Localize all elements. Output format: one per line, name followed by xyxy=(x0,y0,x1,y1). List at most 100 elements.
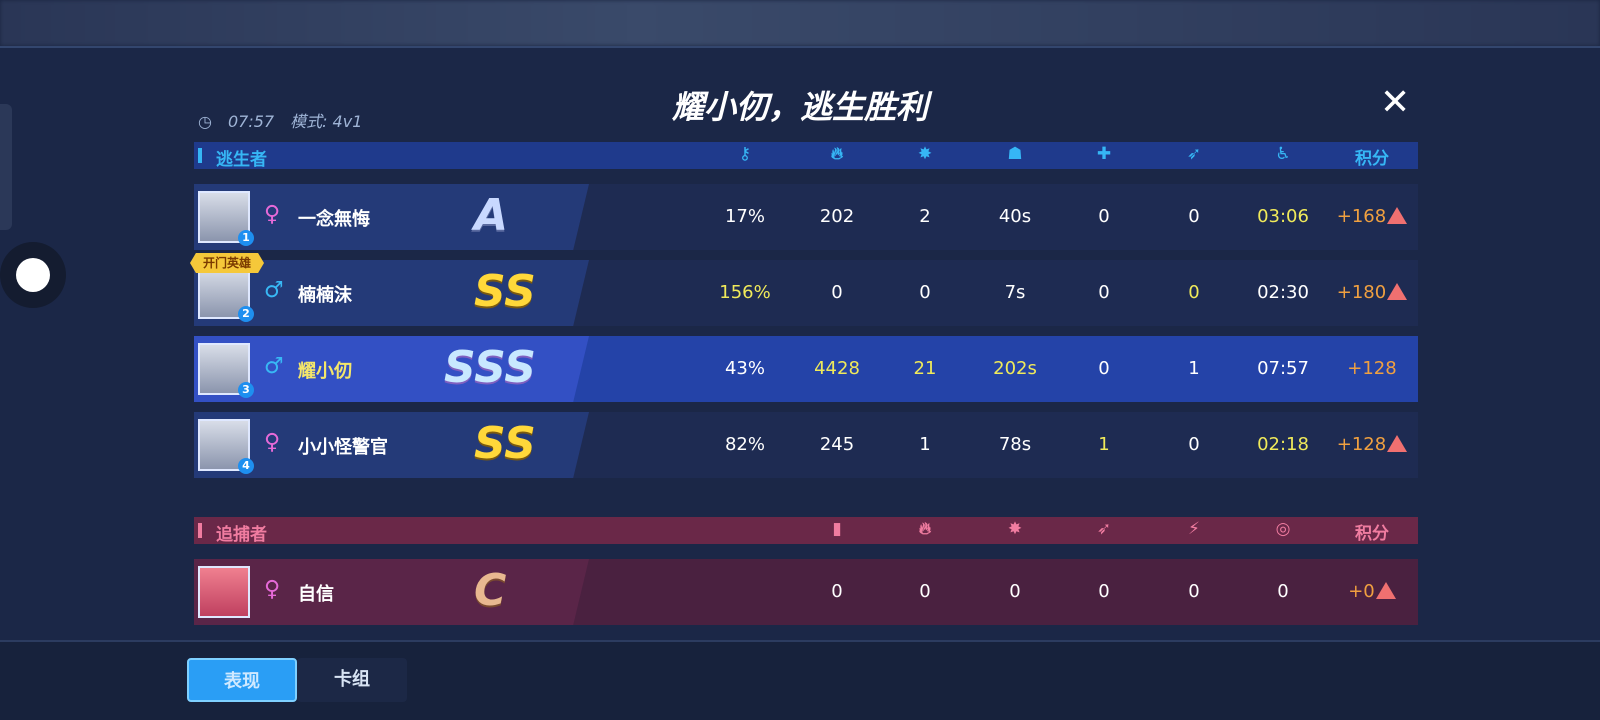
survive-time-icon: ♿︎ xyxy=(1275,144,1291,164)
player-name: 一念無悔 xyxy=(298,209,370,230)
stat-value: 156% xyxy=(719,282,771,303)
player-number: 2 xyxy=(238,306,254,322)
clock-icon: ◷ xyxy=(198,112,212,131)
stat-value: 1 xyxy=(1098,434,1110,455)
hunter-row[interactable]: ♀ 自信 C 0 0 0 0 0 0 +0 xyxy=(194,559,1418,625)
door-icon: ▮ xyxy=(832,519,842,539)
score-value: +128 xyxy=(1327,434,1417,455)
hunters-label: 追捕者 xyxy=(216,525,267,545)
stat-value: 0 xyxy=(1188,282,1200,303)
fire-icon: 🔥︎ xyxy=(830,144,844,164)
tab-performance[interactable]: 表现 xyxy=(187,658,297,702)
hit-icon: ✸ xyxy=(917,144,933,164)
female-icon: ♀ xyxy=(264,577,281,602)
side-handle[interactable] xyxy=(0,104,12,230)
score-value: +180 xyxy=(1327,282,1417,303)
stat-value: 1 xyxy=(1188,358,1200,379)
stat-value: 40s xyxy=(998,206,1032,227)
female-icon: ♀ xyxy=(264,202,281,227)
floating-button[interactable] xyxy=(0,242,66,308)
rank-grade: C xyxy=(474,565,507,616)
avatar[interactable] xyxy=(198,566,250,618)
rank-grade: A xyxy=(474,190,509,241)
player-name: 小小怪警官 xyxy=(298,437,388,458)
male-icon: ♂ xyxy=(264,354,284,379)
stat-value: 0 xyxy=(919,581,931,602)
tab-deck[interactable]: 卡组 xyxy=(297,658,407,702)
hit-icon: ✸ xyxy=(1007,519,1023,539)
close-icon[interactable]: ✕ xyxy=(1380,82,1411,123)
player-name: 耀小仞 xyxy=(298,361,352,382)
match-time: 07:57 xyxy=(227,112,275,131)
stat-value: 0 xyxy=(831,282,843,303)
result-title: 耀小仞，逃生胜利 xyxy=(671,88,928,126)
stat-value: 0 xyxy=(1098,282,1110,303)
rank-grade: SSS xyxy=(444,342,536,393)
stat-value: 82% xyxy=(724,434,765,455)
stat-value: 245 xyxy=(819,434,855,455)
bound-icon: ☗ xyxy=(1007,144,1023,164)
player-number: 3 xyxy=(238,382,254,398)
avatar[interactable] xyxy=(198,419,250,471)
stat-value: 43% xyxy=(724,358,765,379)
player-name: 自信 xyxy=(298,584,334,605)
match-mode: 模式: 4v1 xyxy=(290,112,363,131)
stat-value: 0 xyxy=(1188,434,1200,455)
stat-value: 202s xyxy=(993,358,1037,379)
hunters-header: 追捕者 ▮ 🔥︎ ✸ ➶ ⚡︎ ◎ 积分 xyxy=(194,517,1418,545)
stat-value: 0 xyxy=(1188,581,1200,602)
survivors-label: 逃生者 xyxy=(216,150,267,170)
stat-value: 17% xyxy=(724,206,765,227)
stat-value: 21 xyxy=(913,358,937,379)
survivor-row[interactable]: 3 ♂ 耀小仞 SSS 43% 4428 21 202s 0 1 07:57 +128 xyxy=(194,336,1418,402)
warning-icon[interactable] xyxy=(1387,283,1408,300)
background-top xyxy=(0,0,1600,46)
chase-icon: ➶ xyxy=(1096,519,1112,539)
medkit-icon: ✚ xyxy=(1096,144,1112,164)
key-icon: ⚷ xyxy=(738,144,752,164)
stat-value: 0 xyxy=(1098,358,1110,379)
survivor-row[interactable]: 2 ♂ 楠楠沫 SS 156% 0 0 7s 0 0 02:30 +180 xyxy=(194,260,1418,326)
stat-value: 02:18 xyxy=(1257,434,1309,455)
survivor-row[interactable]: 1 ♀ 一念無悔 A 17% 202 2 40s 0 0 03:06 +168 xyxy=(194,184,1418,250)
target-icon: ◎ xyxy=(1275,519,1291,539)
rank-grade: SS xyxy=(474,418,536,469)
stat-value: 0 xyxy=(1098,581,1110,602)
stat-value: 0 xyxy=(919,282,931,303)
stat-value: 7s xyxy=(1004,282,1026,303)
score-value: +0 xyxy=(1327,581,1417,602)
stat-value: 0 xyxy=(831,581,843,602)
score-value: +168 xyxy=(1327,206,1417,227)
stat-value: 07:57 xyxy=(1257,358,1309,379)
female-icon: ♀ xyxy=(264,430,281,455)
player-number: 4 xyxy=(238,458,254,474)
stat-value: 0 xyxy=(1188,206,1200,227)
player-name: 楠楠沫 xyxy=(298,285,352,306)
stat-value: 0 xyxy=(1098,206,1110,227)
match-info: ◷ 07:57 模式: 4v1 xyxy=(198,108,378,132)
stat-value: 0 xyxy=(1277,581,1289,602)
warning-icon[interactable] xyxy=(1387,435,1408,452)
stat-value: 78s xyxy=(998,434,1032,455)
player-number: 1 xyxy=(238,230,254,246)
stat-value: 1 xyxy=(919,434,931,455)
stat-value: 2 xyxy=(919,206,931,227)
column-score: 积分 xyxy=(1355,524,1389,544)
attack-icon: ⚡︎ xyxy=(1188,519,1200,539)
column-score: 积分 xyxy=(1355,149,1389,169)
male-icon: ♂ xyxy=(264,278,284,303)
score-value: +128 xyxy=(1347,358,1397,379)
warning-icon[interactable] xyxy=(1375,582,1396,599)
stat-value: 0 xyxy=(1009,581,1021,602)
stat-value: 03:06 xyxy=(1257,206,1309,227)
open-door-hero-badge: 开门英雄 xyxy=(190,253,264,273)
stat-value: 4428 xyxy=(814,358,860,379)
rank-grade: SS xyxy=(474,266,536,317)
warning-icon[interactable] xyxy=(1387,207,1408,224)
stat-value: 202 xyxy=(819,206,855,227)
survivors-header: 逃生者 ⚷ 🔥︎ ✸ ☗ ✚ ➶ ♿︎ 积分 xyxy=(194,142,1418,170)
stat-value: 02:30 xyxy=(1257,282,1309,303)
rescue-icon: ➶ xyxy=(1186,144,1202,164)
survivor-row[interactable]: 4 ♀ 小小怪警官 SS 82% 245 1 78s 1 0 02:18 +128 xyxy=(194,412,1418,478)
fire-icon: 🔥︎ xyxy=(918,519,932,539)
